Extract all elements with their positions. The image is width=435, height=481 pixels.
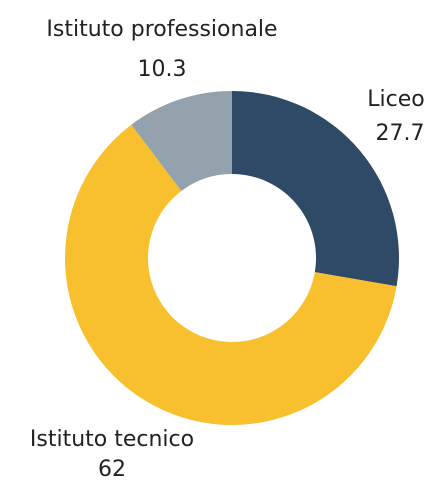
slice-label: Liceo (367, 87, 424, 112)
slice (65, 124, 397, 426)
value-label: 27.7 (376, 121, 425, 146)
slice-label: Istituto tecnico (30, 427, 194, 452)
slice-label: Istituto professionale (46, 17, 277, 42)
slice (131, 91, 232, 191)
value-label: 62 (98, 457, 126, 481)
slice (232, 91, 399, 287)
value-label: 10.3 (138, 57, 187, 82)
